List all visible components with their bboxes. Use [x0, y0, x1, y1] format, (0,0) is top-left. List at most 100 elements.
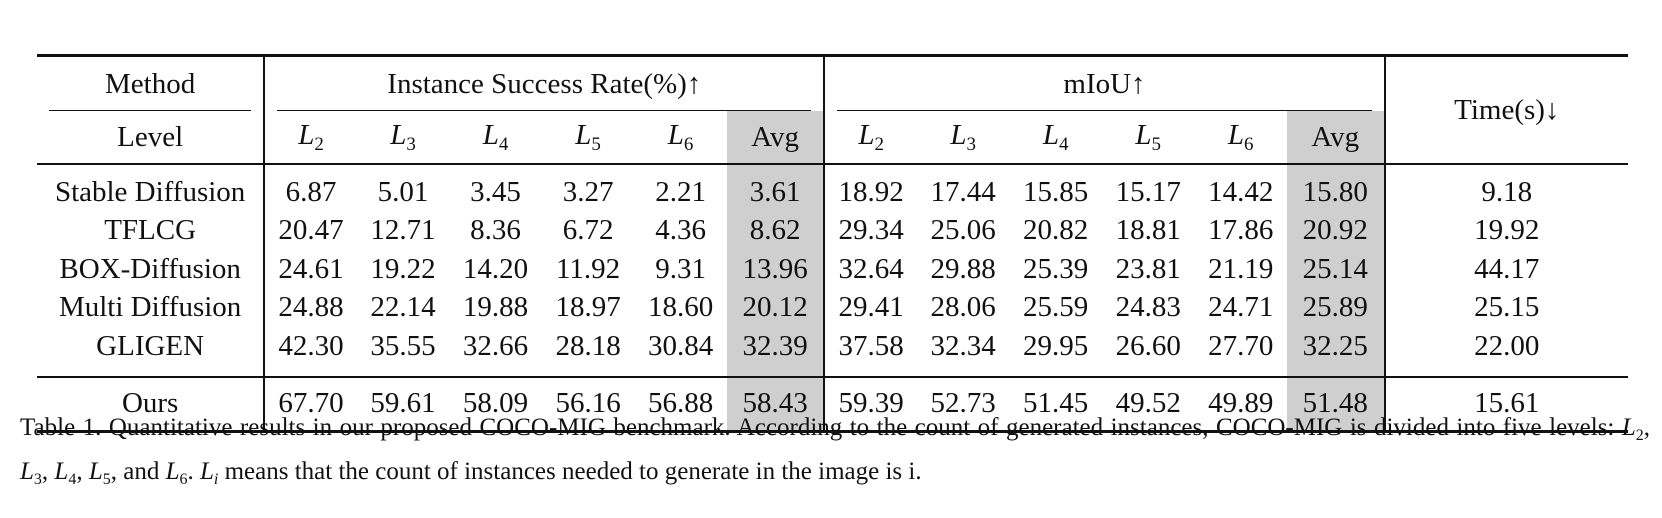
miou-cell: 14.42: [1194, 163, 1287, 212]
isr-cell: 19.88: [462, 291, 529, 324]
isr-cell: 3.45: [449, 163, 542, 212]
time-header: Time(s)↓: [1454, 93, 1560, 126]
miou-cell: 23.81: [1115, 252, 1181, 285]
miou-cell: 49.89: [1194, 375, 1287, 433]
isr-cell: 30.84: [647, 329, 714, 362]
table-caption: Table 1. Quantitative results in our pro…: [20, 410, 1650, 498]
table-row: GLIGEN 42.30 35.55 32.66 28.18 30.84 32.39 37.5…: [37, 327, 1628, 377]
isr-cell: 4.36: [655, 214, 706, 247]
level-header-L6: L6: [1227, 118, 1254, 155]
isr-avg-cell: 32.39: [726, 327, 826, 377]
miou-avg-cell: 25.89: [1286, 288, 1386, 327]
level-header-L2: L2: [298, 118, 324, 155]
level-header-L3: L3: [390, 118, 416, 155]
miou-group-header: mIoU↑: [824, 55, 1386, 111]
miou-avg-cell: 51.48: [1286, 375, 1386, 433]
miou-cell: 25.39: [1023, 252, 1089, 285]
miou-cell: 24.83: [1115, 291, 1181, 324]
isr-cell: 56.16: [541, 375, 635, 433]
level-header-L2: L2: [858, 118, 884, 155]
caption-level-L5: L5: [88, 458, 111, 488]
miou-cell: 25.06: [930, 214, 996, 247]
isr-cell: 6.72: [562, 214, 614, 247]
method-cell: BOX-Diffusion: [37, 250, 266, 289]
table-row: Multi Diffusion 24.88 22.14 19.88 18.97 18.60…: [37, 288, 1628, 327]
isr-cell: 67.70: [264, 375, 357, 433]
miou-cell: 29.34: [838, 214, 904, 247]
miou-cell: 32.64: [838, 252, 904, 285]
isr-group-header: Instance Success Rate(%)↑: [264, 55, 826, 111]
miou-cell: 15.85: [1009, 163, 1102, 212]
miou-cell: 59.39: [824, 375, 917, 433]
miou-cell: 29.95: [1023, 329, 1089, 362]
miou-cell: 21.19: [1208, 252, 1274, 285]
method-cell: GLIGEN: [37, 327, 266, 377]
isr-cell: 11.92: [555, 252, 621, 285]
avg-header: Avg: [1286, 111, 1386, 164]
isr-avg-cell: 13.96: [726, 250, 826, 289]
table-row: Stable Diffusion 6.87 5.01 3.45 3.27 2.21 3.61…: [37, 163, 1628, 212]
isr-cell: 24.61: [278, 252, 344, 285]
isr-cell: 24.88: [278, 291, 344, 324]
isr-cell: 20.47: [278, 214, 344, 247]
table-row: TFLCG 20.47 12.71 8.36 6.72 4.36 8.62 29.34 25.0…: [37, 211, 1628, 250]
caption-level-L4: L4: [54, 458, 77, 488]
caption-label: Table 1.: [20, 414, 102, 441]
level-header: Level: [37, 111, 266, 164]
avg-header: Avg: [726, 111, 826, 164]
miou-cell: 26.60: [1115, 329, 1181, 362]
isr-cell: 56.88: [634, 375, 727, 433]
isr-avg-cell: 8.62: [726, 211, 826, 250]
ours-row: Ours 67.70 59.61 58.09 56.16 56.88 58.43 59.39 5…: [37, 375, 1628, 433]
time-cell: 15.61: [1384, 375, 1628, 433]
caption-level-L6: L6: [165, 458, 188, 488]
time-cell: 44.17: [1474, 252, 1540, 285]
miou-cell: 15.17: [1101, 163, 1195, 212]
level-header-L5: L5: [575, 118, 601, 155]
isr-avg-cell: 20.12: [726, 288, 826, 327]
time-cell: 25.15: [1474, 291, 1540, 324]
isr-cell: 22.14: [370, 291, 436, 324]
miou-cell: 29.41: [838, 291, 904, 324]
miou-cell: 17.86: [1208, 214, 1274, 247]
miou-cell: 25.59: [1023, 291, 1089, 324]
miou-cell: 18.92: [824, 163, 917, 212]
results-table: Method Instance Success Rate(%)↑ mIoU↑ T…: [37, 54, 1628, 433]
isr-avg-cell: 3.61: [726, 163, 826, 212]
isr-cell: 2.21: [634, 163, 727, 212]
isr-cell: 35.55: [370, 329, 436, 362]
isr-cell: 32.66: [462, 329, 529, 362]
isr-cell: 58.09: [449, 375, 542, 433]
isr-cell: 12.71: [370, 214, 436, 247]
level-header-L3: L3: [950, 118, 976, 155]
miou-cell: 18.81: [1115, 214, 1181, 247]
table-row: BOX-Diffusion 24.61 19.22 14.20 11.92 9.31 13.…: [37, 250, 1628, 289]
level-header-L6: L6: [667, 118, 694, 155]
isr-cell: 9.31: [655, 252, 706, 285]
miou-cell: 51.45: [1009, 375, 1102, 433]
miou-avg-cell: 20.92: [1286, 211, 1386, 250]
level-header-L4: L4: [1042, 118, 1069, 155]
time-cell: 9.18: [1384, 163, 1628, 212]
isr-cell: 19.22: [370, 252, 436, 285]
isr-avg-cell: 58.43: [726, 375, 826, 433]
caption-li: Li: [199, 458, 219, 488]
miou-cell: 32.34: [930, 329, 996, 362]
miou-cell: 29.88: [930, 252, 996, 285]
level-header-L4: L4: [482, 118, 509, 155]
isr-cell: 5.01: [356, 163, 450, 212]
method-cell: Multi Diffusion: [37, 288, 266, 327]
miou-cell: 49.52: [1101, 375, 1195, 433]
caption-levels: L2, L3, L4, L5, and L6.: [20, 414, 1651, 488]
miou-cell: 52.73: [916, 375, 1010, 433]
miou-avg-cell: 25.14: [1286, 250, 1386, 289]
miou-cell: 28.06: [930, 291, 996, 324]
isr-cell: 59.61: [356, 375, 450, 433]
isr-cell: 18.60: [647, 291, 714, 324]
isr-cell: 14.20: [462, 252, 529, 285]
method-header: Method: [37, 55, 266, 111]
caption-level-L2: L2: [1621, 414, 1644, 444]
method-cell: TFLCG: [37, 211, 266, 250]
miou-cell: 24.71: [1208, 291, 1274, 324]
miou-avg-cell: 32.25: [1286, 327, 1386, 377]
